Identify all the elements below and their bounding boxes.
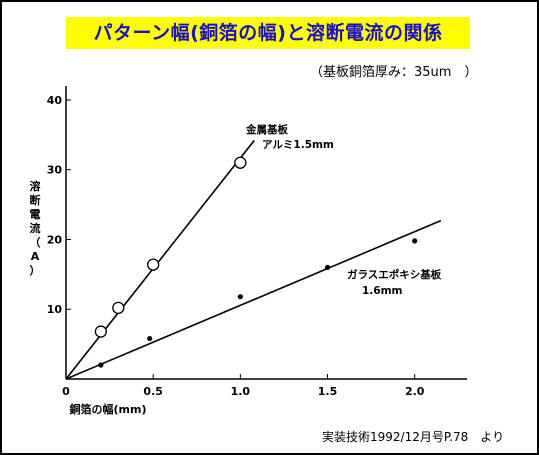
y-tick-label: 30	[47, 164, 63, 177]
series-2-point	[237, 294, 243, 300]
series-2-point	[324, 264, 331, 270]
x-tick-label: 0	[62, 385, 70, 398]
x-tick-label: 1.0	[231, 385, 251, 398]
x-axis-label: 銅箔の幅(mm)	[70, 402, 147, 416]
chart-title: パターン幅(銅箔の幅)と溶断電流の関係	[66, 17, 470, 49]
series-1-label: 金属基板	[245, 123, 288, 136]
series-1-point	[112, 301, 125, 314]
y-tick-label: 20	[47, 233, 63, 246]
series-2-label: ガラスエポキシ基板	[347, 268, 442, 281]
series-2-point	[98, 362, 104, 368]
series-1-label: アルミ1.5mm	[262, 139, 334, 151]
fit-lines	[65, 139, 442, 380]
y-tick-label: 10	[47, 303, 63, 316]
axes: 0 0.5 1.0 1.5 2.0 10 20 30 40 銅箔の幅(mm) 溶断電流（ A）	[30, 86, 467, 416]
data-points	[94, 156, 418, 368]
x-tick-label: 1.5	[318, 385, 338, 398]
series-2-fit-line	[65, 219, 442, 380]
y-tick-label: 40	[47, 94, 63, 107]
series-2-point	[412, 238, 418, 244]
source-citation: 実装技術1992/12月号P.78 より	[322, 430, 505, 444]
series-1-point	[147, 258, 160, 271]
x-tick-label: 0.5	[143, 385, 163, 398]
series-1-fit-line	[65, 139, 255, 380]
chart-subtitle: （基板銅箔厚み：35um ）	[310, 65, 478, 80]
x-tick-label: 2.0	[405, 385, 425, 398]
series-1-point	[234, 156, 247, 169]
series-2-point	[147, 335, 153, 342]
y-axis-label: 溶断電流（ A）	[30, 179, 41, 277]
series-1-point	[94, 325, 108, 338]
series-2-label: 1.6mm	[362, 285, 403, 297]
